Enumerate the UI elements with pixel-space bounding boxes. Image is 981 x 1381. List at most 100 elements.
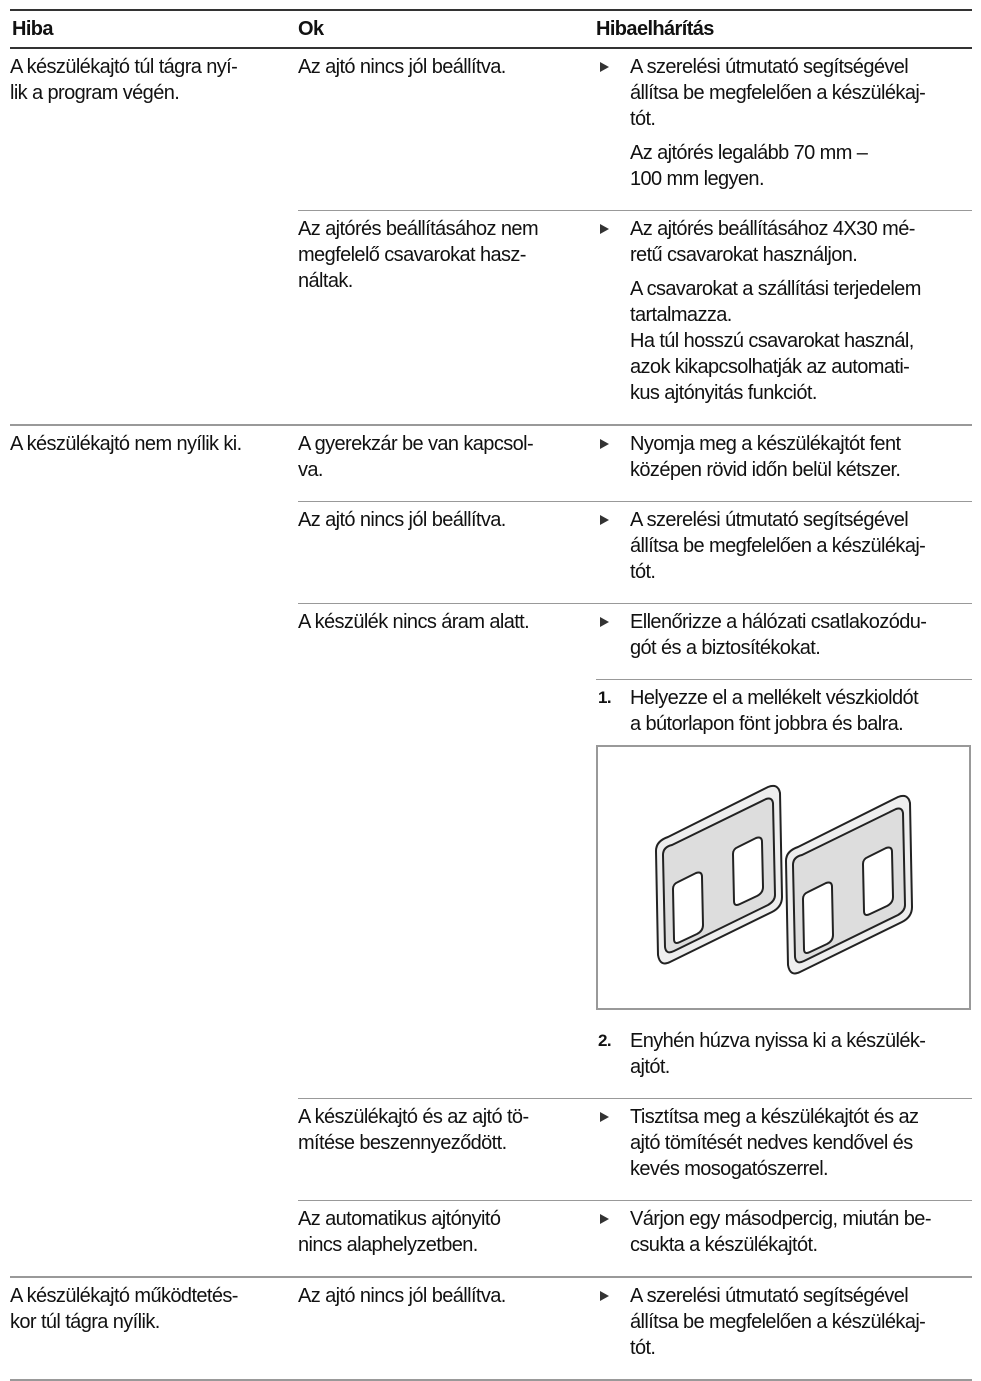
- fix-item: A csavarokat a szállítási terjedelem tart…: [596, 276, 972, 406]
- step-number: 1.: [598, 688, 612, 707]
- cause-row: A készülék nincs áram alatt. Ellenőrizze …: [298, 603, 972, 1098]
- fix-item: A szerelési útmutató segítségével állítsa…: [596, 1283, 972, 1361]
- text-line: kevés mosogatószerrel.: [630, 1158, 829, 1180]
- text-line: A szerelési útmutató segítségével: [630, 509, 909, 531]
- hiba-cell: A készülékajtó nem nyílik ki.: [10, 426, 298, 1276]
- text-line: gót és a biztosítékokat.: [630, 637, 821, 659]
- text-line: állítsa be megfelelően a készülékaj-: [630, 82, 926, 104]
- fix-cell: Nyomja meg a készülékajtót fent középen r…: [596, 426, 972, 501]
- troubleshooting-table: Hiba Ok Hibaelhárítás A készülékajtó túl…: [10, 9, 972, 1381]
- text-line: A készülékajtó és az ajtó tö-: [298, 1106, 529, 1128]
- text-line: középen rövid időn belül kétszer.: [630, 459, 901, 481]
- fix-item: A szerelési útmutató segítségével állítsa…: [596, 54, 972, 132]
- hiba-cell: A készülékajtó túl tágra nyí-lik a progr…: [10, 49, 298, 424]
- ok-cell: Az ajtó nincs jól beállítva.: [298, 502, 596, 603]
- text-line: kus ajtónyitás funkciót.: [630, 382, 817, 404]
- hiba-cell: A készülékajtó működtetés-kor túl tágra …: [10, 1278, 298, 1379]
- text-line: Az ajtó nincs jól beállítva.: [298, 56, 506, 78]
- fix-block: Nyomja meg a készülékajtót fent középen r…: [596, 426, 972, 501]
- ok-cell: A készülék nincs áram alatt.: [298, 604, 596, 1098]
- table-row: A készülékajtó nem nyílik ki. A gyerekzár…: [10, 426, 972, 1278]
- fix-block: 1. Helyezze el a mellékelt vészkioldót a b…: [596, 679, 972, 1098]
- fix-block: A szerelési útmutató segítségével állítsa…: [596, 49, 972, 210]
- text-line: tót.: [630, 108, 656, 130]
- text-line: A készülékajtó nem nyílik ki.: [10, 433, 242, 455]
- text-line: A gyerekzár be van kapcsol-: [298, 433, 534, 455]
- fix-cell: Várjon egy másodpercig, miután be-csukta…: [596, 1201, 972, 1276]
- text-line: tót.: [630, 561, 656, 583]
- ok-cell: A készülékajtó és az ajtó tö-mítése besz…: [298, 1099, 596, 1200]
- text-line: va.: [298, 459, 323, 481]
- fix-item: Ellenőrizze a hálózati csatlakozódu-gót …: [596, 609, 972, 661]
- cause-group: Az ajtó nincs jól beállítva. A szerelési …: [298, 49, 972, 424]
- text-line: Az automatikus ajtónyitó: [298, 1208, 501, 1230]
- text-line: megfelelő csavarokat hasz-: [298, 244, 526, 266]
- ok-cell: Az ajtó nincs jól beállítva.: [298, 1278, 596, 1379]
- fix-item: 1. Helyezze el a mellékelt vészkioldót a b…: [596, 685, 972, 737]
- fix-cell: Az ajtórés beállításához 4X30 mé-retű cs…: [596, 211, 972, 424]
- text-line: A szerelési útmutató segítségével: [630, 56, 909, 78]
- fix-item: Tisztítsa meg a készülékajtót és az ajtó …: [596, 1104, 972, 1182]
- cause-row: Az ajtó nincs jól beállítva. A szerelési …: [298, 501, 972, 603]
- table-header: Hiba Ok Hibaelhárítás: [10, 9, 972, 49]
- text-line: Az ajtó nincs jól beállítva.: [298, 1285, 506, 1307]
- fix-block: A szerelési útmutató segítségével állítsa…: [596, 1278, 972, 1379]
- cause-row: A készülékajtó és az ajtó tö-mítése besz…: [298, 1098, 972, 1200]
- text-line: Az ajtórés beállításához nem: [298, 218, 539, 240]
- text-line: A szerelési útmutató segítségével: [630, 1285, 909, 1307]
- cause-group: A gyerekzár be van kapcsol-va. Nyomja meg…: [298, 426, 972, 1276]
- ok-cell: Az automatikus ajtónyitó nincs alaphelyze…: [298, 1201, 596, 1276]
- fix-cell: Tisztítsa meg a készülékajtót és az ajtó …: [596, 1099, 972, 1200]
- ok-cell: Az ajtó nincs jól beállítva.: [298, 49, 596, 210]
- text-line: nincs alaphelyzetben.: [298, 1234, 478, 1256]
- text-line: A készülék nincs áram alatt.: [298, 611, 530, 633]
- text-line: ajtót.: [630, 1056, 670, 1078]
- fix-item: Nyomja meg a készülékajtót fent középen r…: [596, 431, 972, 483]
- text-line: Az ajtórés legalább 70 mm –: [630, 142, 868, 164]
- text-line: Az ajtórés beállításához 4X30 mé-: [630, 218, 915, 240]
- cause-row: Az ajtó nincs jól beállítva. A szerelési …: [298, 1278, 972, 1379]
- fix-cell: Ellenőrizze a hálózati csatlakozódu-gót …: [596, 604, 972, 1098]
- text-line: Tisztítsa meg a készülékajtót és az: [630, 1106, 919, 1128]
- cause-group: Az ajtó nincs jól beállítva. A szerelési …: [298, 1278, 972, 1379]
- text-line: kor túl tágra nyílik.: [10, 1311, 160, 1333]
- text-line: azok kikapcsolhatják az automati-: [630, 356, 910, 378]
- ok-cell: A gyerekzár be van kapcsol-va.: [298, 426, 596, 501]
- text-line: csukta a készülékajtót.: [630, 1234, 818, 1256]
- illustration: [654, 784, 914, 975]
- fix-block: Az ajtórés beállításához 4X30 mé-retű cs…: [596, 211, 972, 424]
- text-line: tartalmazza.: [630, 304, 732, 326]
- fix-item: Az ajtórés legalább 70 mm – 100 mm legyen…: [596, 140, 972, 192]
- table-body: A készülékajtó túl tágra nyí-lik a progr…: [10, 49, 972, 1381]
- cause-row: Az automatikus ajtónyitó nincs alaphelyze…: [298, 1200, 972, 1276]
- header-cell: Hibaelhárítás: [596, 17, 714, 40]
- text-line: állítsa be megfelelően a készülékaj-: [630, 535, 926, 557]
- text-line: Ha túl hosszú csavarokat használ,: [630, 330, 914, 352]
- table-row: A készülékajtó túl tágra nyí-lik a progr…: [10, 49, 972, 426]
- text-line: retű csavarokat használjon.: [630, 244, 858, 266]
- text-line: lik a program végén.: [10, 82, 180, 104]
- cause-row: A gyerekzár be van kapcsol-va. Nyomja meg…: [298, 426, 972, 501]
- text-line: Enyhén húzva nyissa ki a készülék-: [630, 1030, 926, 1052]
- text-line: Az ajtó nincs jól beállítva.: [298, 509, 506, 531]
- text-line: Helyezze el a mellékelt vészkioldót: [630, 687, 919, 709]
- header-cell: Ok: [298, 17, 324, 40]
- text-line: A készülékajtó működtetés-: [10, 1285, 238, 1307]
- fix-block: A szerelési útmutató segítségével állítsa…: [596, 502, 972, 603]
- fix-item: A szerelési útmutató segítségével állítsa…: [596, 507, 972, 585]
- fix-cell: A szerelési útmutató segítségével állítsa…: [596, 1278, 972, 1379]
- step-number: 2.: [598, 1031, 612, 1050]
- text-line: mítése beszennyeződött.: [298, 1132, 507, 1154]
- text-line: A készülékajtó túl tágra nyí-: [10, 56, 238, 78]
- text-line: állítsa be megfelelően a készülékaj-: [630, 1311, 926, 1333]
- fix-item: 2. Enyhén húzva nyissa ki a készülék-ajtó…: [596, 1028, 972, 1080]
- text-line: Várjon egy másodpercig, miután be-: [630, 1208, 931, 1230]
- header-cell: Hiba: [12, 17, 54, 40]
- text-line: ajtó tömítését nedves kendővel és: [630, 1132, 913, 1154]
- text-line: Nyomja meg a készülékajtót fent: [630, 433, 901, 455]
- image-box: [596, 745, 971, 1010]
- text-line: náltak.: [298, 270, 353, 292]
- fix-block: Ellenőrizze a hálózati csatlakozódu-gót …: [596, 604, 972, 679]
- text-line: 100 mm legyen.: [630, 168, 765, 190]
- fix-block: Várjon egy másodpercig, miután be-csukta…: [596, 1201, 972, 1276]
